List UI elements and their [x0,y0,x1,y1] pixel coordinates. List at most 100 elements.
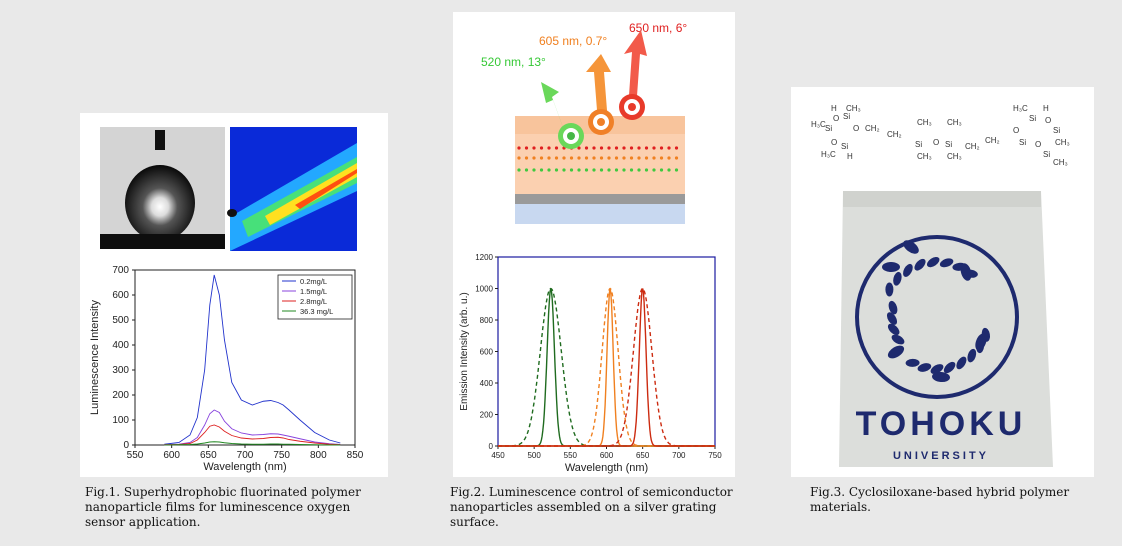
svg-text:CH₂: CH₂ [865,124,880,133]
svg-text:O: O [853,124,859,133]
fig1-legend-label: 2.8mg/L [300,297,327,306]
svg-text:CH₃: CH₃ [1055,138,1070,147]
fig2-x-tick-label: 750 [708,451,722,460]
figure-2-caption: Fig.2. Luminescence control of semicondu… [450,485,733,529]
svg-text:Si: Si [915,140,922,149]
svg-text:Si: Si [841,142,848,151]
svg-text:CH₂: CH₂ [965,142,980,151]
fig1-y-axis-label: Luminescence Intensity [89,300,101,415]
svg-text:CH₂: CH₂ [985,136,1000,145]
svg-text:O: O [1013,126,1019,135]
fig2-y-axis-label: Emission Intensity (arb. u.) [459,292,470,410]
nanoparticle-dot [667,146,671,150]
fig1-x-tick-label: 550 [127,450,144,461]
nanoparticle-dot [622,168,626,172]
nanoparticle-dot [637,156,641,160]
nanoparticle-dot [532,168,536,172]
leaf-motif [930,364,944,374]
svg-text:O: O [833,114,839,123]
nanoparticle-dot [547,168,551,172]
nanoparticle-dot [629,146,634,150]
leaf-motif [882,262,900,272]
svg-text:H: H [831,104,837,113]
nanoparticle-dot [659,146,664,150]
fig2-x-axis-label: Wavelength (nm) [565,462,648,474]
fig2-x-tick-label: 550 [564,451,578,460]
label-green: 520 nm, 13° [481,55,546,69]
fig2-y-tick-label: 800 [480,316,494,325]
nanoparticle-dot [607,146,611,150]
svg-text:Si: Si [1053,126,1060,135]
svg-text:CH₃: CH₃ [947,152,962,161]
fig1-x-tick-label: 800 [310,450,327,461]
nanoparticle-dot [674,146,679,150]
nanoparticle-dot [592,146,596,150]
fig1-legend-label: 0.2mg/L [300,277,327,286]
svg-text:H₃C: H₃C [811,120,826,129]
nanoparticle-dot [517,168,521,172]
svg-text:Si: Si [945,140,952,149]
nanoparticle-dot [614,156,619,160]
nanoparticle-dot [667,156,671,160]
leaf-motif [939,258,954,268]
fig1-x-tick-label: 750 [273,450,290,461]
logo-subtext: UNIVERSITY [893,450,989,462]
nanoparticle-dot [607,168,611,172]
label-orange: 605 nm, 0.7° [539,34,607,48]
svg-text:CH₃: CH₃ [1053,158,1068,167]
leaf-motif [975,333,987,351]
nanoparticle-dot [517,146,521,150]
fig1-y-tick-label: 600 [112,290,129,301]
leaf-motif [885,282,894,297]
nanoparticle-dot [524,156,529,160]
svg-text:CH₂: CH₂ [887,130,902,139]
nanoparticle-dot [554,146,559,150]
nanoparticle-dot [584,168,589,172]
leaf-motif [903,263,913,277]
nanoparticle-dot [562,156,566,160]
svg-text:Si: Si [1029,114,1036,123]
fig1-y-tick-label: 0 [123,440,129,451]
nanoparticle-dot [667,168,671,172]
svg-text:Si: Si [825,124,832,133]
svg-text:H₃C: H₃C [1013,104,1028,113]
nanoparticle-dot [539,168,544,172]
chemical-structure: H₃C H CH₃ O Si Si O O Si H₃C H CH₂ CH₂ S… [811,104,1070,167]
nanoparticle-dot [524,168,529,172]
contact-angle-photo [100,127,225,249]
nanoparticle-dot [644,156,649,160]
nanoparticle-dot [592,168,596,172]
svg-text:CH₃: CH₃ [846,104,861,113]
svg-text:O: O [933,138,939,147]
fig2-y-tick-label: 0 [489,442,494,451]
nanoparticle-dot [569,168,574,172]
fig1-x-tick-label: 850 [347,450,364,461]
nanoparticle-dot [562,168,566,172]
leaf-motif [967,348,977,363]
leaf-motif [888,300,898,315]
fig2-y-tick-label: 400 [480,379,494,388]
fig2-series-line [498,288,715,447]
nanoparticle-dot [577,168,581,172]
fig1-x-tick-label: 700 [237,450,254,461]
leaf-motif [887,345,905,359]
fig1-series-line [164,274,341,445]
svg-text:Si: Si [843,112,850,121]
fig2-x-tick-label: 700 [672,451,686,460]
nanoparticle-dot [644,168,649,172]
nanoparticle-dot [614,146,619,150]
logo-text: TOHOKU [856,405,1027,443]
fig2-y-tick-label: 1200 [475,253,493,262]
nanoparticle-dot [607,156,611,160]
nanoparticle-dot [584,156,589,160]
nanoparticle-dot [532,146,536,150]
svg-text:O: O [1035,140,1041,149]
nanoparticle-dot [637,168,641,172]
fig1-y-tick-label: 400 [112,340,129,351]
figure-2-panel: 520 nm, 13° 605 nm, 0.7° 650 nm, 6° 450 5… [453,12,735,477]
fig2-x-tick-label: 450 [491,451,505,460]
leaf-motif [905,358,920,367]
leaf-motif [943,361,956,374]
nanoparticle-dot [674,168,679,172]
